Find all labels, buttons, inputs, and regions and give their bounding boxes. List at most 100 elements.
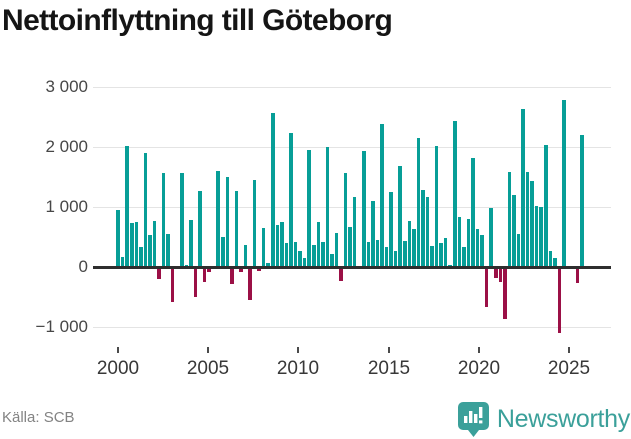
bar-2024-Q3 [562,99,566,267]
bar-2011-Q2 [321,242,325,267]
bar-2019-Q2 [466,219,471,267]
bar-2015-Q1 [389,192,393,267]
bar-2025-Q2 [575,267,580,283]
bar-2005-Q3 [216,171,220,267]
bar-2002-Q3 [161,172,166,267]
x-axis-tick [207,347,209,353]
bar-2010-Q1 [298,251,302,267]
bar-2001-Q4 [148,234,152,267]
bar-2018-Q3 [453,121,457,267]
bar-2019-Q1 [462,246,466,267]
bar-2007-Q1 [243,244,248,267]
bar-2015-Q2 [393,250,398,267]
bar-2012-Q3 [343,173,348,267]
gridline [93,87,611,88]
y-axis-label: 1 000 [45,197,88,216]
bar-2016-Q3 [416,138,421,267]
bar-2014-Q3 [380,123,384,267]
bar-2018-Q1 [443,237,448,267]
bar-2022-Q4 [530,180,534,267]
bar-2001-Q2 [139,247,143,267]
bar-2017-Q4 [439,243,443,267]
gridline [93,147,611,148]
x-axis-tick [568,347,570,353]
y-axis-label: −1 000 [35,317,88,336]
x-axis-tick [297,347,299,353]
bar-2023-Q2 [539,207,544,267]
x-axis-label: 2010 [276,358,320,379]
bar-2000-Q1 [116,210,120,267]
y-axis-label: 3 000 [45,77,88,96]
bar-2016-Q1 [407,220,412,267]
bar-2010-Q4 [311,244,316,267]
bar-2013-Q1 [352,196,357,267]
bar-2005-Q4 [220,236,225,267]
bar-2009-Q4 [293,241,298,267]
bar-2013-Q4 [366,241,371,267]
bar-2006-Q4 [239,267,243,272]
bar-2004-Q1 [189,220,193,267]
bar-2022-Q3 [525,171,530,267]
x-axis-label: 2025 [547,358,591,379]
bar-2020-Q4 [493,267,498,279]
bar-2008-Q3 [271,113,275,267]
newsworthy-badge-icon [457,401,490,438]
bar-2023-Q1 [534,206,539,267]
bar-2009-Q3 [289,133,293,267]
bar-2013-Q3 [362,151,366,267]
bar-2025-Q3 [580,135,584,267]
bar-2021-Q1 [498,267,503,282]
bar-2021-Q4 [512,195,516,267]
bar-2012-Q4 [348,227,352,267]
bar-2004-Q3 [198,191,202,267]
gridline [93,327,611,328]
bar-2007-Q3 [252,180,257,267]
bar-2002-Q1 [152,220,157,267]
bar-2012-Q2 [339,267,343,281]
bar-2004-Q2 [193,267,198,298]
x-axis-label: 2000 [96,358,140,379]
bar-2006-Q3 [234,191,239,267]
zero-baseline [93,265,611,269]
bar-2002-Q2 [157,267,161,279]
bar-2009-Q1 [280,222,284,267]
y-axis-label: 0 [78,257,88,276]
bar-2022-Q2 [521,108,525,267]
bar-2001-Q1 [134,221,139,267]
bar-2001-Q3 [143,153,148,267]
x-axis-tick [388,347,390,353]
bar-2015-Q3 [398,165,402,267]
bar-2016-Q4 [421,189,425,267]
bar-2003-Q1 [170,267,175,303]
x-axis-label: 2005 [186,358,230,379]
bar-2000-Q3 [125,145,129,267]
x-axis-label: 2020 [457,358,501,379]
bar-2021-Q2 [503,267,507,320]
bar-2020-Q2 [484,267,489,307]
bar-2023-Q3 [544,144,548,267]
bar-2022-Q1 [516,234,521,267]
bar-2006-Q2 [230,267,234,284]
bar-2012-Q1 [334,232,339,267]
bar-2024-Q2 [557,267,562,333]
chart-title: Nettoinflyttning till Göteborg [2,4,393,37]
bar-2008-Q4 [275,224,280,267]
bar-2011-Q1 [316,221,321,267]
bar-2003-Q3 [180,173,184,267]
bar-2021-Q3 [507,171,512,267]
bar-2011-Q4 [330,254,334,267]
newsworthy-logo: Newsworthy [457,400,630,438]
bar-2008-Q1 [261,227,266,267]
bar-2002-Q4 [166,234,170,267]
bar-2017-Q3 [434,145,439,267]
bar-2023-Q4 [548,250,553,267]
bar-2004-Q4 [202,267,207,282]
bar-2006-Q1 [225,177,230,267]
bar-2017-Q1 [425,197,430,267]
y-axis-label: 2 000 [45,137,88,156]
bar-2019-Q4 [475,228,480,267]
source-note: Källa: SCB [2,409,75,426]
bar-2017-Q2 [430,245,434,267]
bar-2010-Q2 [302,258,307,267]
